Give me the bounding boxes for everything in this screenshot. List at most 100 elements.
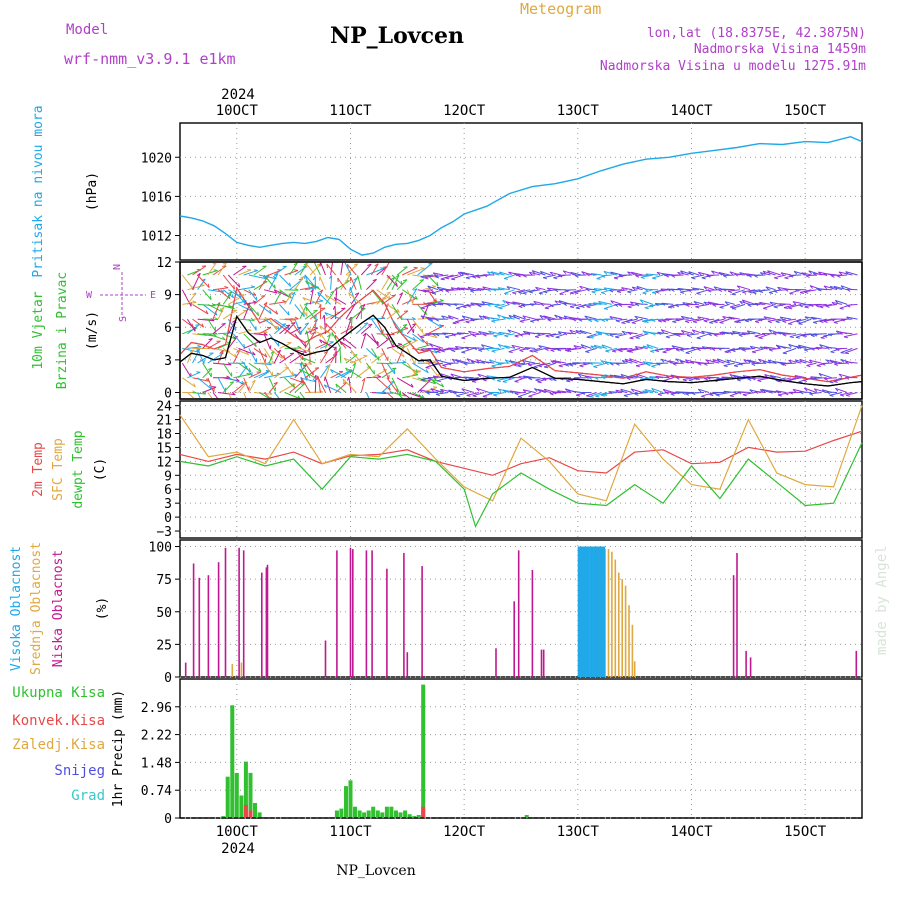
- wind-barb-head: [476, 387, 480, 392]
- bar-niska-oblacnost: [855, 650, 858, 677]
- wind-barb-head: [631, 322, 636, 324]
- wind-barb: [713, 333, 725, 336]
- wind-barb: [644, 389, 659, 393]
- wind-barb: [366, 348, 377, 358]
- wind-barb-head: [432, 360, 437, 363]
- wind-barb: [519, 318, 531, 322]
- wind-barb-head: [644, 389, 649, 393]
- wind-barb: [703, 286, 715, 291]
- wind-barb-head: [534, 388, 538, 392]
- wind-barb: [493, 333, 505, 337]
- wind-barb: [799, 303, 812, 306]
- bottom-time-tick: 10OCT: [216, 824, 259, 840]
- wind-barb: [334, 297, 347, 305]
- wind-barb: [570, 271, 582, 276]
- wind-barb-head: [327, 333, 331, 338]
- wind-barb-head: [548, 378, 553, 381]
- wind-barb-head: [810, 376, 815, 380]
- wind-barb-head: [193, 383, 196, 388]
- wind-barb-head: [840, 318, 845, 322]
- wind-barb: [472, 333, 485, 336]
- bar-ukupna-kisa: [384, 806, 389, 818]
- y-tick-label: 0: [164, 386, 172, 401]
- wind-barb-head: [304, 274, 306, 279]
- wind-barb-head: [546, 287, 551, 291]
- wind-barb-head: [519, 334, 524, 337]
- y-tick-label: 1020: [141, 151, 172, 166]
- wind-barb: [317, 291, 331, 305]
- wind-barb-head: [381, 316, 386, 319]
- wind-barb-head: [711, 348, 716, 351]
- wind-barb: [422, 386, 438, 393]
- wind-barb-head: [741, 299, 746, 304]
- wind-barb: [826, 346, 838, 349]
- wind-barb: [433, 375, 444, 379]
- wind-barb-head: [341, 307, 346, 310]
- wind-barb-head: [513, 272, 518, 277]
- wind-barb-head: [835, 348, 840, 352]
- wind-barb: [521, 359, 536, 364]
- wind-barb-head: [247, 328, 252, 331]
- wind-barb-head: [455, 321, 460, 324]
- wind-barb: [783, 303, 797, 309]
- wind-barb-head: [833, 363, 839, 367]
- wind-barb-head: [775, 390, 780, 394]
- bar-niska-oblacnost: [421, 566, 423, 677]
- wind-barb-head: [498, 307, 503, 310]
- wind-barb-head: [486, 303, 491, 307]
- wind-barb-head: [273, 289, 278, 294]
- wind-barb-head: [426, 391, 431, 395]
- wind-barb-head: [629, 337, 634, 340]
- wind-barb-head: [666, 288, 671, 292]
- wind-barb: [640, 274, 653, 278]
- wind-barb-head: [660, 288, 665, 292]
- wind-barb: [258, 274, 277, 280]
- wind-barb: [688, 271, 700, 276]
- wind-barb-head: [634, 346, 639, 350]
- bar-srednja-oblacnost: [628, 605, 630, 677]
- wind-barb: [355, 322, 369, 335]
- wind-barb-head: [690, 360, 695, 365]
- wind-barb-head: [412, 299, 414, 304]
- wind-barb: [248, 289, 258, 301]
- wind-barb: [635, 274, 648, 276]
- wind-barb-head: [264, 353, 268, 358]
- wind-barb-head: [586, 306, 591, 309]
- wind-barb: [455, 318, 469, 323]
- wind-barb-head: [843, 336, 848, 339]
- wind-barb: [806, 362, 817, 366]
- wind-barb-head: [213, 388, 215, 393]
- wind-barb: [610, 300, 623, 305]
- wind-barb-head: [297, 345, 302, 349]
- wind-barb-head: [533, 366, 538, 369]
- wind-barb: [371, 369, 388, 379]
- wind-barb-head: [626, 377, 631, 381]
- wind-barb: [386, 392, 395, 399]
- wind-barb-head: [472, 334, 477, 337]
- top-year-label: 2024: [221, 87, 255, 103]
- wind-barb: [543, 289, 556, 293]
- wind-barb: [782, 362, 797, 365]
- wind-barb-head: [333, 297, 337, 302]
- wind-barb-head: [564, 388, 569, 393]
- wind-barb-head: [557, 331, 562, 335]
- wind-barb-head: [498, 331, 503, 336]
- wind-barb-head: [570, 271, 574, 276]
- wind-barb-head: [677, 271, 681, 276]
- wind-barb: [839, 331, 853, 335]
- wind-barb-head: [478, 349, 483, 352]
- bar-niska-oblacnost: [352, 549, 354, 677]
- wind-barb-head: [445, 336, 450, 339]
- wind-barb: [279, 274, 291, 287]
- wind-barb-head: [314, 367, 319, 369]
- wind-barb-head: [502, 300, 506, 304]
- wind-barb-head: [593, 344, 598, 349]
- bar-ukupna-kisa: [362, 812, 367, 818]
- wind-barb-head: [757, 379, 762, 383]
- y-axis-label: Visoka Oblacnost: [9, 546, 24, 671]
- wind-barb-head: [675, 358, 679, 363]
- wind-barb-head: [584, 315, 589, 320]
- wind-barb: [238, 269, 252, 276]
- wind-barb-head: [751, 363, 756, 367]
- panel-frame: [179, 539, 863, 678]
